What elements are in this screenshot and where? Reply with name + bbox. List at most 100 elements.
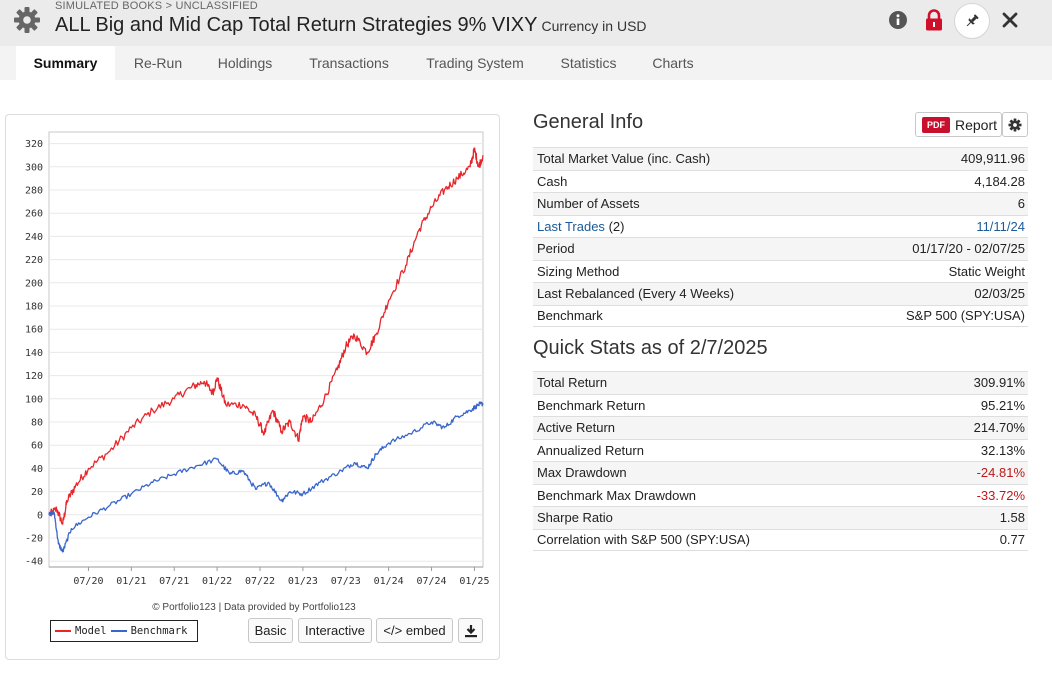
breadcrumb[interactable]: SIMULATED BOOKS > UNCLASSIFIED (55, 0, 258, 12)
info-row-period: Period 01/17/20 - 02/07/25 (533, 237, 1028, 260)
y-tick-label: 100 (25, 394, 43, 405)
close-icon[interactable] (998, 8, 1022, 32)
x-tick-label: 01/21 (116, 576, 146, 587)
y-tick-label: 160 (25, 325, 43, 336)
info-value: S&P 500 (SPY:USA) (906, 308, 1025, 324)
quick-stats-table: Total Return 309.91% Benchmark Return 95.2… (533, 371, 1028, 551)
y-tick-label: 0 (37, 510, 43, 521)
stat-row-sharpe-ratio: Sharpe Ratio 1.58 (533, 506, 1028, 529)
gear-icon (1008, 118, 1022, 132)
legend-swatch-benchmark (110, 630, 127, 632)
legend-item-model[interactable]: Model (55, 625, 107, 637)
gear-icon[interactable] (13, 6, 41, 34)
tab-bar (0, 46, 1052, 80)
stat-label: Max Drawdown (537, 465, 627, 481)
y-tick-label: 320 (25, 139, 43, 150)
tab-transactions[interactable]: Transactions (309, 55, 389, 71)
stat-row-max-drawdown: Max Drawdown -24.81% (533, 461, 1028, 484)
interactive-chart-button[interactable]: Interactive (298, 618, 372, 643)
stat-value: 309.91% (973, 375, 1025, 391)
legend-label-benchmark: Benchmark (130, 625, 188, 637)
stat-label: Annualized Return (537, 442, 644, 458)
info-value: 6 (1017, 196, 1025, 212)
x-tick-label: 01/24 (374, 576, 404, 587)
stat-label: Sharpe Ratio (537, 510, 613, 526)
info-row-last-trades: Last Trades (2) 11/11/24 (533, 214, 1028, 238)
x-tick-label: 01/22 (202, 576, 232, 587)
stat-value: 0.77 (999, 532, 1025, 548)
chart-legend: Model Benchmark (50, 620, 198, 642)
info-label: Period (537, 241, 575, 257)
last-trades-link[interactable]: Last Trades (537, 218, 605, 234)
y-tick-label: 180 (25, 302, 43, 313)
general-info-table: Total Market Value (inc. Cash) 409,911.96… (533, 147, 1028, 327)
last-trades-date-link[interactable]: 11/11/24 (976, 218, 1025, 234)
download-button[interactable] (458, 618, 483, 643)
tab-charts[interactable]: Charts (652, 55, 694, 71)
pin-button[interactable] (954, 3, 990, 39)
y-tick-label: 80 (31, 418, 43, 429)
x-tick-label: 07/20 (73, 576, 103, 587)
stat-row-active-return: Active Return 214.70% (533, 416, 1028, 439)
stat-label: Correlation with S&P 500 (SPY:USA) (537, 532, 750, 548)
basic-chart-button[interactable]: Basic (248, 618, 293, 643)
legend-swatch-model (55, 630, 71, 632)
stat-label: Benchmark Max Drawdown (537, 487, 696, 503)
pdf-badge: PDF (922, 116, 950, 133)
tab-re-run[interactable]: Re-Run (133, 55, 183, 71)
info-label: Cash (537, 173, 568, 189)
tab-trading-system[interactable]: Trading System (426, 55, 524, 71)
embed-button[interactable]: </> embed (376, 618, 453, 643)
info-row-cash: Cash 4,184.28 (533, 169, 1028, 193)
y-tick-label: 140 (25, 348, 43, 359)
legend-item-benchmark[interactable]: Benchmark (110, 625, 188, 637)
x-tick-label: 01/25 (459, 576, 489, 587)
series-line-benchmark (48, 401, 484, 553)
legend-label-model: Model (75, 625, 107, 637)
stat-value: -33.72% (976, 487, 1025, 503)
y-tick-label: 300 (25, 162, 43, 173)
x-tick-label: 01/23 (288, 576, 318, 587)
info-label: Total Market Value (inc. Cash) (537, 151, 711, 167)
y-tick-label: -40 (25, 557, 43, 568)
tab-holdings[interactable]: Holdings (217, 55, 273, 71)
y-tick-label: 200 (25, 278, 43, 289)
download-icon (464, 624, 478, 638)
last-trades-count: (2) (608, 218, 625, 234)
info-icon[interactable] (886, 8, 910, 32)
stat-value: 95.21% (980, 397, 1025, 413)
y-tick-label: 20 (31, 487, 43, 498)
lock-icon[interactable] (922, 8, 946, 32)
page-title-text: ALL Big and Mid Cap Total Return Strateg… (55, 14, 538, 36)
stat-label: Benchmark Return (537, 397, 646, 413)
y-tick-label: 220 (25, 255, 43, 266)
info-row-sizing-method: Sizing Method Static Weight (533, 259, 1028, 283)
top-bar (0, 0, 1052, 46)
y-tick-label: -20 (25, 534, 43, 545)
pdf-report-button[interactable]: PDF Report (915, 112, 1002, 137)
info-value: 01/17/20 - 02/07/25 (912, 241, 1025, 257)
report-settings-button[interactable] (1002, 112, 1028, 137)
info-value: Static Weight (948, 263, 1025, 279)
tab-summary[interactable]: Summary (16, 46, 115, 80)
pin-icon (964, 13, 980, 29)
stat-row-correlation: Correlation with S&P 500 (SPY:USA) 0.77 (533, 528, 1028, 551)
currency-label: Currency in USD (541, 18, 647, 34)
plot-area (48, 131, 484, 568)
info-row-benchmark: Benchmark S&P 500 (SPY:USA) (533, 304, 1028, 327)
info-value: 02/03/25 (974, 286, 1025, 302)
tab-statistics[interactable]: Statistics (560, 55, 617, 71)
info-value: 4,184.28 (974, 173, 1025, 189)
info-row-last-rebalanced: Last Rebalanced (Every 4 Weeks) 02/03/25 (533, 282, 1028, 305)
report-label: Report (955, 116, 998, 133)
stat-row-benchmark-max-drawdown: Benchmark Max Drawdown -33.72% (533, 483, 1028, 507)
x-tick-label: 07/22 (245, 576, 275, 587)
stat-value: 214.70% (973, 420, 1025, 436)
y-tick-label: 60 (31, 441, 43, 452)
y-tick-label: 240 (25, 232, 43, 243)
general-info-title: General Info (533, 111, 644, 133)
x-tick-label: 07/24 (416, 576, 446, 587)
chart-credit: © Portfolio123 | Data provided by Portfo… (152, 602, 356, 613)
quick-stats-title: Quick Stats as of 2/7/2025 (533, 337, 768, 359)
info-label: Last Rebalanced (Every 4 Weeks) (537, 286, 735, 302)
